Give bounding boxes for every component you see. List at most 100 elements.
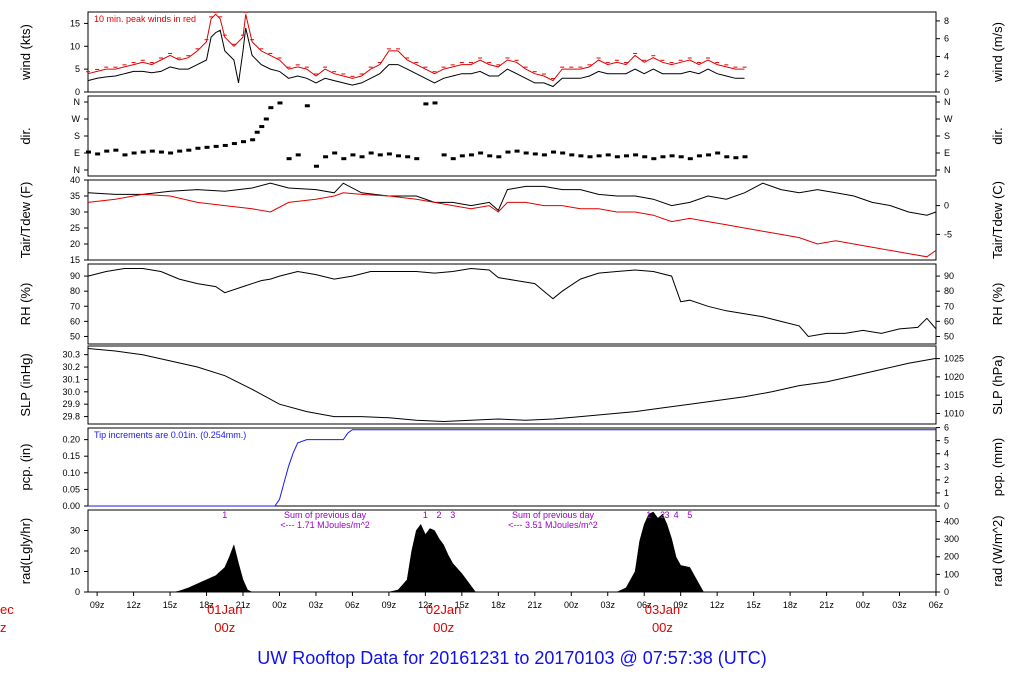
x-tick-label: 15z bbox=[163, 600, 178, 610]
panel-slp: SLP (inHg) SLP (hPa) 29.8 29.9 30.0 30.1 30.2 3… bbox=[18, 345, 1005, 425]
tick-label: 8 bbox=[944, 16, 949, 26]
tick-label: 1025 bbox=[944, 354, 964, 364]
radiation-note: Sum of previous day bbox=[284, 510, 367, 520]
tick-label: 30.3 bbox=[62, 350, 80, 360]
day-time-label: 00z bbox=[214, 620, 235, 635]
data-point bbox=[715, 151, 721, 155]
tick-label: 35 bbox=[70, 191, 80, 201]
tick-label: 90 bbox=[70, 271, 80, 281]
radiation-marker: 1 bbox=[646, 510, 651, 520]
tick-label: 29.8 bbox=[62, 412, 80, 422]
data-point bbox=[254, 130, 260, 134]
tick-label: 0 bbox=[75, 587, 80, 597]
tick-label: 300 bbox=[944, 534, 959, 544]
x-tick-label: 15z bbox=[746, 600, 761, 610]
tick-label: 29.9 bbox=[62, 399, 80, 409]
x-tick-label: 00z bbox=[856, 600, 871, 610]
day-label: 01Jan bbox=[207, 602, 242, 617]
data-point bbox=[560, 151, 566, 155]
data-point bbox=[523, 151, 529, 155]
data-point bbox=[487, 154, 493, 158]
data-point bbox=[660, 155, 666, 159]
radiation-note: <--- 1.71 MJoules/m^2 bbox=[280, 520, 370, 530]
series-line-SLP bbox=[87, 348, 937, 423]
series-line-wind-speed bbox=[87, 27, 745, 88]
data-point bbox=[204, 145, 210, 149]
x-tick-label: 03z bbox=[600, 600, 615, 610]
data-point bbox=[359, 155, 365, 159]
data-point bbox=[386, 152, 392, 156]
data-point bbox=[532, 152, 538, 156]
y-axis-label-left: dir. bbox=[18, 127, 33, 144]
data-point bbox=[496, 155, 502, 159]
y-axis-label-left: Tair/Tdew (F) bbox=[18, 182, 33, 259]
tick-label: 15 bbox=[70, 18, 80, 28]
x-tick-label: 00z bbox=[564, 600, 579, 610]
data-point bbox=[241, 140, 247, 144]
x-tick-label: 12z bbox=[710, 600, 725, 610]
x-tick-label: 09z bbox=[90, 600, 105, 610]
panel-rh: RH (%) RH (%) 50 60 70 80 90 50 60 70 80 90 bbox=[18, 263, 1005, 345]
tick-label: N bbox=[944, 165, 951, 175]
tick-label: 40 bbox=[70, 175, 80, 185]
data-point bbox=[158, 150, 164, 154]
tick-label: 6 bbox=[944, 423, 949, 433]
x-tick-label: 09z bbox=[382, 600, 397, 610]
data-point bbox=[587, 155, 593, 159]
y-axis-label-left: SLP (inHg) bbox=[18, 353, 33, 416]
data-point bbox=[95, 152, 101, 156]
panel-dir: dir. dir.N NE ES SW WN N bbox=[18, 95, 1005, 177]
panel-annotation: 10 min. peak winds in red bbox=[94, 14, 196, 24]
data-point bbox=[113, 148, 119, 152]
data-point bbox=[222, 143, 228, 147]
x-tick-label: 12z bbox=[418, 600, 433, 610]
tick-label: E bbox=[944, 148, 950, 158]
tick-label: 5 bbox=[944, 436, 949, 446]
x-tick-label: 00z bbox=[272, 600, 287, 610]
data-point bbox=[478, 151, 484, 155]
data-point bbox=[140, 150, 146, 154]
tick-label: 4 bbox=[944, 51, 949, 61]
data-point bbox=[396, 154, 402, 158]
panel-frame bbox=[87, 11, 937, 93]
tick-label: 30.1 bbox=[62, 374, 80, 384]
data-point bbox=[505, 150, 511, 154]
y-axis-label-left: rad(Lgly/hr) bbox=[18, 518, 33, 584]
panel-pcp: pcp. (in) pcp. (mm) 0.00 0.05 0.10 0.15 0.20 0 1… bbox=[18, 423, 1005, 511]
data-point bbox=[213, 144, 219, 148]
series-line-RH bbox=[87, 267, 937, 338]
data-point bbox=[551, 150, 557, 154]
data-point bbox=[259, 125, 265, 129]
x-tick-label: 21z bbox=[236, 600, 251, 610]
x-tick-label: 09z bbox=[673, 600, 688, 610]
data-point bbox=[195, 146, 201, 150]
tick-label: S bbox=[74, 131, 80, 141]
radiation-marker: 5 bbox=[687, 510, 692, 520]
tick-label: 400 bbox=[944, 516, 959, 526]
data-point bbox=[104, 149, 110, 153]
tick-label: 4 bbox=[944, 449, 949, 459]
day-label: 03Jan bbox=[645, 602, 680, 617]
data-point bbox=[304, 104, 310, 108]
tick-label: 30.0 bbox=[62, 387, 80, 397]
panel-frame bbox=[87, 263, 937, 345]
tick-label: 60 bbox=[70, 316, 80, 326]
radiation-marker: 1 bbox=[222, 510, 227, 520]
y-axis-label-right: SLP (hPa) bbox=[990, 355, 1005, 415]
data-point bbox=[414, 157, 420, 161]
y-axis-label-left: wind (kts) bbox=[18, 24, 33, 81]
x-tick-label: 21z bbox=[819, 600, 834, 610]
tick-label: 1 bbox=[944, 488, 949, 498]
radiation-marker: 2 bbox=[437, 510, 442, 520]
data-point bbox=[468, 153, 474, 157]
data-point bbox=[642, 155, 648, 159]
day-label: 02Jan bbox=[426, 602, 461, 617]
tick-label: 2 bbox=[944, 475, 949, 485]
data-point bbox=[742, 155, 748, 159]
x-tick-label: 12z bbox=[126, 600, 141, 610]
x-tick-label: 15z bbox=[455, 600, 470, 610]
tick-label: 80 bbox=[944, 286, 954, 296]
tick-label: -5 bbox=[944, 229, 952, 239]
series-line-Tdew bbox=[87, 192, 937, 258]
